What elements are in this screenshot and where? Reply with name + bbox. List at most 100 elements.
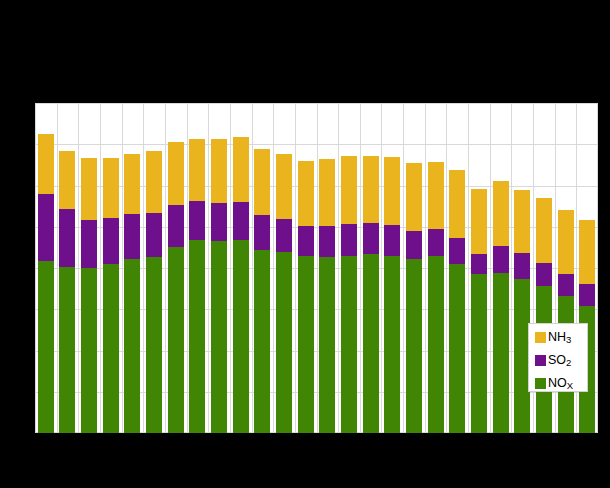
bar-segment-nh3 [493,181,509,246]
bar-segment-so2 [103,218,119,264]
bar-segment-nh3 [319,159,335,226]
bar-segment-nox [59,267,75,433]
bar-segment-nox [428,256,444,433]
bar-segment-so2 [536,263,552,286]
bar-segment-so2 [363,223,379,254]
bar-2013 [536,198,552,433]
bar-segment-so2 [254,215,270,250]
legend-item-nox: NOX [535,372,587,395]
legend-swatch-nox [535,378,546,389]
bar-segment-so2 [558,274,574,296]
bar-segment-nox [298,256,314,433]
legend-label-sub: X [567,380,573,391]
bar-2012 [514,190,530,433]
chart-image: { "colors": { "background": "#000000", "… [0,0,610,488]
legend-swatch-so2 [535,355,546,366]
bar-segment-nh3 [449,170,465,238]
v-gridline [446,103,447,433]
bar-segment-nox [384,256,400,433]
bar-segment-nox [341,256,357,433]
bar-segment-nh3 [536,198,552,263]
bar-segment-nh3 [428,162,444,229]
v-gridline [273,103,274,433]
v-gridline [143,103,144,433]
v-gridline [403,103,404,433]
bar-2014 [558,210,574,433]
bar-segment-nox [146,257,162,433]
bar-1994 [124,154,140,433]
bar-segment-so2 [471,254,487,274]
bar-segment-so2 [428,229,444,256]
v-gridline [295,103,296,433]
v-gridline [230,103,231,433]
bar-segment-so2 [406,231,422,259]
v-gridline [381,103,382,433]
legend-label-main: NH [548,330,566,344]
legend-label-main: NO [548,376,567,390]
bar-segment-nh3 [254,149,270,215]
bar-segment-so2 [189,201,205,240]
bar-segment-nh3 [579,220,595,284]
bar-segment-so2 [449,238,465,264]
v-gridline [252,103,253,433]
legend-label: SO2 [548,354,571,367]
v-gridline [35,103,36,433]
bar-2007 [406,163,422,433]
bar-segment-nox [319,257,335,433]
bar-2010 [471,189,487,433]
bar-segment-nox [233,240,249,433]
bar-segment-nh3 [341,156,357,224]
bar-2002 [298,161,314,433]
bar-1999 [233,137,249,433]
bar-segment-nox [363,254,379,433]
bar-2005 [363,156,379,433]
v-gridline [425,103,426,433]
bar-1991 [59,151,75,433]
legend-label-sub: 3 [566,334,571,345]
bar-segment-so2 [81,220,97,268]
bar-segment-so2 [233,202,249,240]
bar-2001 [276,154,292,433]
bar-segment-so2 [298,226,314,256]
bar-segment-nox [276,252,292,433]
v-gridline [57,103,58,433]
bar-segment-nox [103,264,119,433]
bar-1992 [81,158,97,433]
bar-segment-nh3 [514,190,530,253]
bar-segment-nox [211,241,227,433]
bar-segment-nox [254,250,270,433]
v-gridline [165,103,166,433]
bar-segment-so2 [579,284,595,306]
bar-1996 [168,142,184,433]
bar-2008 [428,162,444,433]
bar-segment-nox [124,259,140,433]
bar-segment-nh3 [189,139,205,201]
bar-1997 [189,139,205,433]
bar-segment-nh3 [211,139,227,203]
bar-2011 [493,181,509,433]
bar-segment-nh3 [363,156,379,223]
bar-segment-nox [449,264,465,433]
legend-item-so2: SO2 [535,349,587,372]
bar-segment-nox [189,240,205,433]
bar-segment-so2 [59,209,75,267]
bar-segment-so2 [276,219,292,252]
bar-segment-nox [471,274,487,433]
bar-segment-nox [38,261,54,433]
v-gridline [317,103,318,433]
bar-segment-nox [81,268,97,433]
v-gridline [468,103,469,433]
v-gridline [490,103,491,433]
bar-2003 [319,159,335,433]
bar-segment-so2 [211,203,227,241]
bar-2009 [449,170,465,433]
legend-label-main: SO [548,353,566,367]
v-gridline [122,103,123,433]
bar-segment-nh3 [406,163,422,231]
bar-segment-so2 [493,246,509,273]
bar-segment-nox [406,259,422,433]
v-gridline [597,103,598,433]
bar-segment-so2 [514,253,530,279]
bar-segment-nh3 [38,134,54,194]
bar-segment-nox [493,273,509,433]
